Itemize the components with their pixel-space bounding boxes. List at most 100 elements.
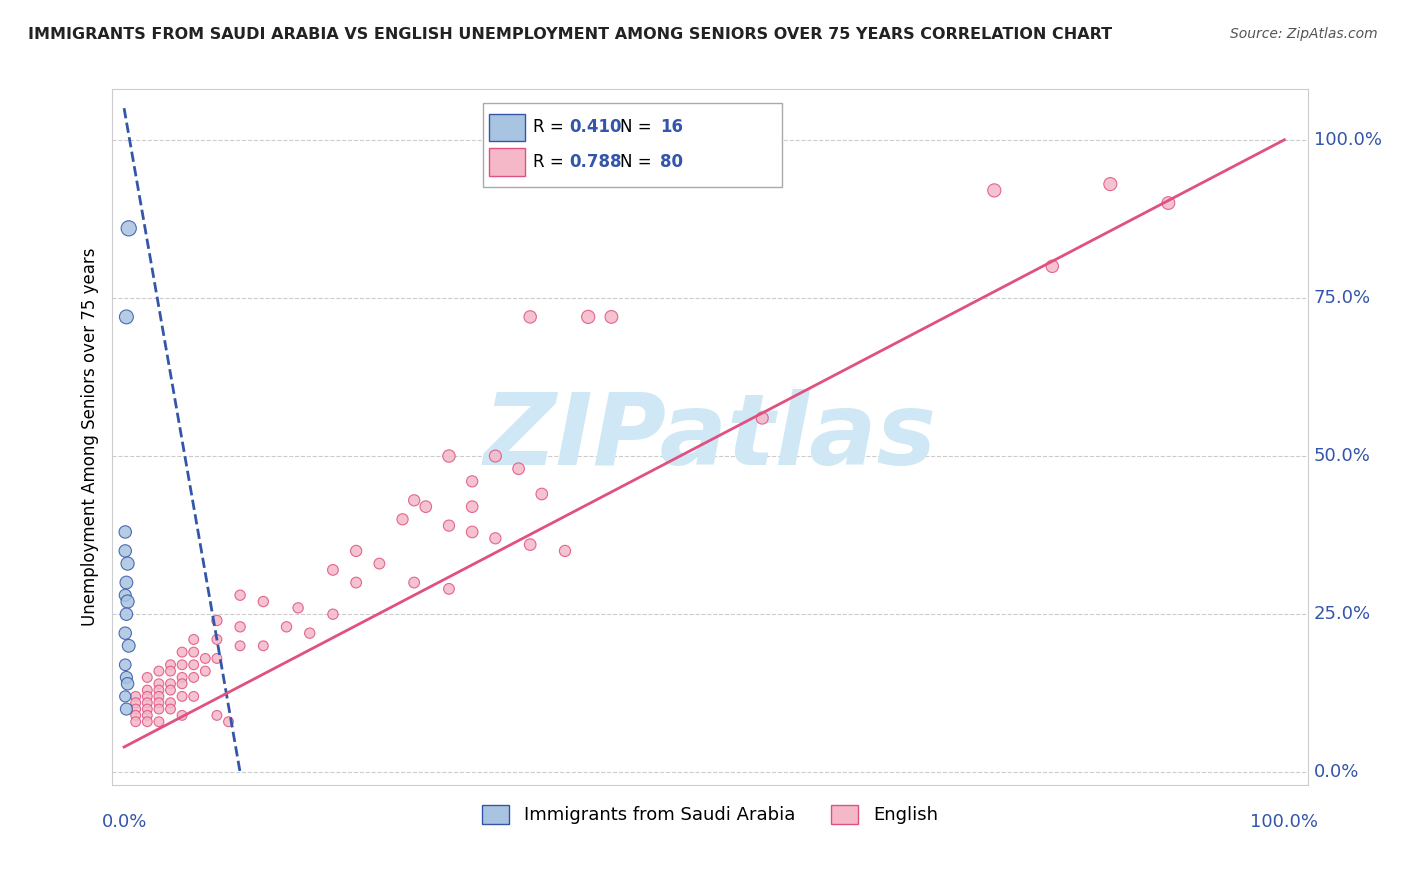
Point: [183, 670, 205, 684]
Point: [404, 493, 426, 508]
Text: 100.0%: 100.0%: [1250, 813, 1319, 830]
Point: [415, 500, 437, 514]
Point: [115, 607, 138, 622]
Point: [172, 645, 194, 659]
Text: R =: R =: [533, 153, 569, 171]
Point: [125, 702, 148, 716]
Point: [125, 714, 148, 729]
Point: [114, 626, 136, 640]
Point: [252, 594, 274, 608]
Point: [322, 563, 344, 577]
Point: [172, 690, 194, 704]
Point: [1040, 260, 1063, 274]
Point: [391, 512, 413, 526]
Point: [508, 461, 530, 475]
Point: [1099, 177, 1122, 191]
Point: [437, 582, 460, 596]
Point: [576, 310, 599, 324]
Point: [136, 714, 159, 729]
Point: [437, 518, 460, 533]
Text: IMMIGRANTS FROM SAUDI ARABIA VS ENGLISH UNEMPLOYMENT AMONG SENIORS OVER 75 YEARS: IMMIGRANTS FROM SAUDI ARABIA VS ENGLISH …: [28, 27, 1112, 42]
Point: [276, 620, 298, 634]
Legend: Immigrants from Saudi Arabia, English: Immigrants from Saudi Arabia, English: [475, 797, 945, 831]
Text: 0.0%: 0.0%: [101, 813, 146, 830]
Point: [205, 632, 228, 647]
Point: [115, 310, 138, 324]
Point: [159, 702, 181, 716]
FancyBboxPatch shape: [489, 148, 524, 177]
Text: 75.0%: 75.0%: [1313, 289, 1371, 307]
Point: [136, 696, 159, 710]
Point: [114, 690, 136, 704]
Point: [114, 657, 136, 672]
Point: [519, 310, 541, 324]
Point: [118, 221, 141, 235]
Point: [554, 544, 576, 558]
Point: [115, 575, 138, 590]
Text: N =: N =: [620, 119, 657, 136]
Point: [404, 575, 426, 590]
Point: [519, 538, 541, 552]
Text: 0.0%: 0.0%: [1313, 764, 1360, 781]
Point: [461, 500, 484, 514]
Point: [148, 677, 170, 691]
Point: [461, 524, 484, 539]
Point: [125, 708, 148, 723]
Point: [218, 714, 240, 729]
Point: [115, 670, 138, 684]
Point: [148, 683, 170, 698]
Point: [172, 657, 194, 672]
Point: [159, 696, 181, 710]
Point: [115, 702, 138, 716]
Point: [205, 708, 228, 723]
Point: [136, 683, 159, 698]
Text: ZIPatlas: ZIPatlas: [484, 389, 936, 485]
Point: [368, 557, 391, 571]
Point: [125, 696, 148, 710]
Point: [159, 683, 181, 698]
Point: [983, 183, 1005, 197]
Text: 50.0%: 50.0%: [1313, 447, 1371, 465]
Point: [183, 645, 205, 659]
Point: [172, 670, 194, 684]
Y-axis label: Unemployment Among Seniors over 75 years: Unemployment Among Seniors over 75 years: [80, 248, 98, 626]
Text: 16: 16: [659, 119, 683, 136]
Point: [159, 664, 181, 678]
Point: [172, 708, 194, 723]
Point: [125, 690, 148, 704]
Point: [183, 632, 205, 647]
Point: [252, 639, 274, 653]
Text: 0.410: 0.410: [569, 119, 621, 136]
Point: [148, 714, 170, 729]
Point: [344, 544, 367, 558]
FancyBboxPatch shape: [484, 103, 782, 186]
Point: [1157, 196, 1180, 211]
Point: [344, 575, 367, 590]
Point: [205, 614, 228, 628]
Point: [287, 600, 309, 615]
Point: [136, 702, 159, 716]
Point: [136, 690, 159, 704]
Text: 25.0%: 25.0%: [1313, 605, 1371, 624]
Point: [114, 544, 136, 558]
Point: [205, 651, 228, 665]
Point: [118, 639, 141, 653]
Point: [600, 310, 623, 324]
Point: [322, 607, 344, 622]
Point: [229, 620, 252, 634]
Point: [183, 690, 205, 704]
Point: [751, 411, 773, 425]
Point: [172, 677, 194, 691]
Text: 100.0%: 100.0%: [1313, 131, 1382, 149]
Point: [117, 594, 139, 608]
Point: [461, 475, 484, 489]
Point: [194, 651, 217, 665]
Point: [298, 626, 321, 640]
Point: [148, 702, 170, 716]
Point: [148, 690, 170, 704]
Point: [114, 588, 136, 602]
FancyBboxPatch shape: [489, 113, 524, 141]
Point: [117, 677, 139, 691]
Point: [159, 657, 181, 672]
Point: [136, 708, 159, 723]
